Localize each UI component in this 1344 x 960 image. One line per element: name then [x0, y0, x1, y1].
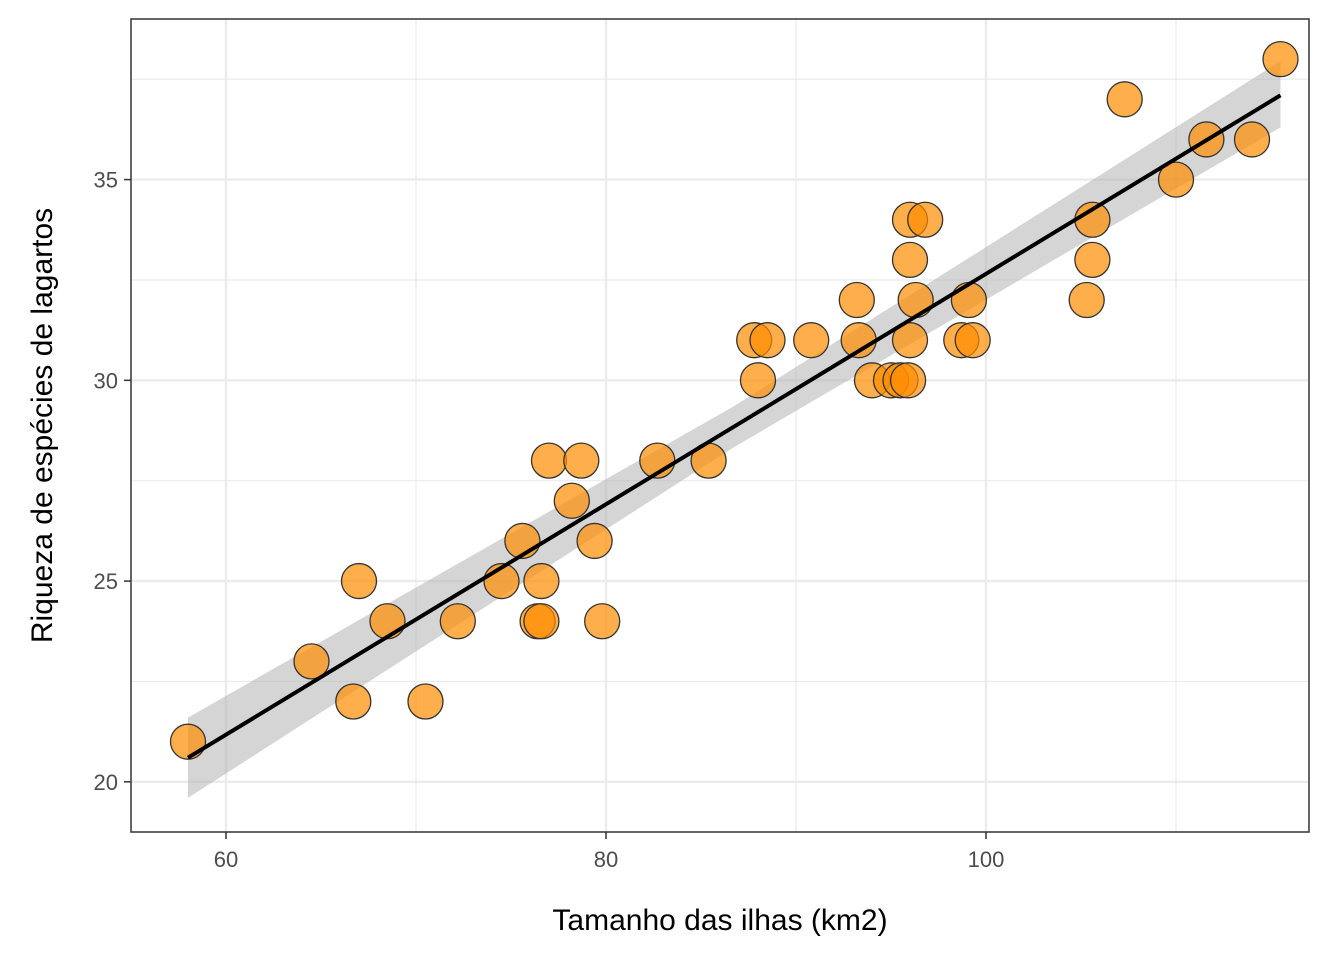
- x-tick-label: 80: [594, 847, 618, 872]
- data-point: [523, 603, 560, 640]
- data-point: [340, 562, 378, 600]
- data-point: [838, 281, 875, 319]
- y-axis-title: Riqueza de espécies de lagartos: [26, 208, 59, 643]
- data-point: [553, 482, 590, 519]
- data-point: [335, 683, 372, 720]
- data-point: [369, 603, 406, 640]
- data-point: [907, 201, 944, 238]
- data-point: [584, 603, 621, 640]
- data-point: [1068, 281, 1105, 319]
- data-point: [739, 362, 777, 399]
- data-point: [576, 522, 613, 560]
- data-point: [439, 603, 476, 640]
- data-point: [950, 281, 988, 319]
- data-point: [293, 643, 330, 680]
- data-point: [891, 322, 929, 359]
- x-tick-label: 100: [968, 847, 1005, 872]
- panel-border: [130, 18, 1310, 833]
- y-tick-label: 30: [94, 368, 118, 393]
- data-points: [169, 40, 1299, 760]
- grid-major: [131, 19, 1309, 832]
- y-tick-label: 20: [94, 770, 118, 795]
- data-point: [1262, 40, 1299, 78]
- y-tick-label: 25: [94, 569, 118, 594]
- data-point: [1074, 241, 1111, 279]
- data-point: [897, 281, 934, 319]
- data-point: [169, 723, 207, 760]
- data-point: [793, 322, 830, 359]
- data-point: [563, 442, 600, 479]
- x-axis: 60 80 100: [214, 832, 1005, 872]
- data-point: [891, 241, 929, 279]
- x-axis-title: Tamanho das ilhas (km2): [552, 904, 887, 937]
- data-point: [407, 683, 444, 720]
- plot-panel: [130, 18, 1310, 833]
- regression-line: [186, 93, 1282, 760]
- x-tick-label: 60: [214, 847, 238, 872]
- data-point: [1157, 161, 1195, 198]
- data-point: [523, 562, 560, 600]
- data-point: [749, 322, 786, 359]
- data-point: [530, 442, 568, 479]
- data-point: [954, 322, 991, 359]
- y-axis: 20 25 30 35: [94, 168, 131, 795]
- y-tick-label: 35: [94, 168, 118, 193]
- data-point: [1106, 81, 1143, 118]
- data-point: [889, 362, 927, 399]
- data-point: [1233, 121, 1271, 158]
